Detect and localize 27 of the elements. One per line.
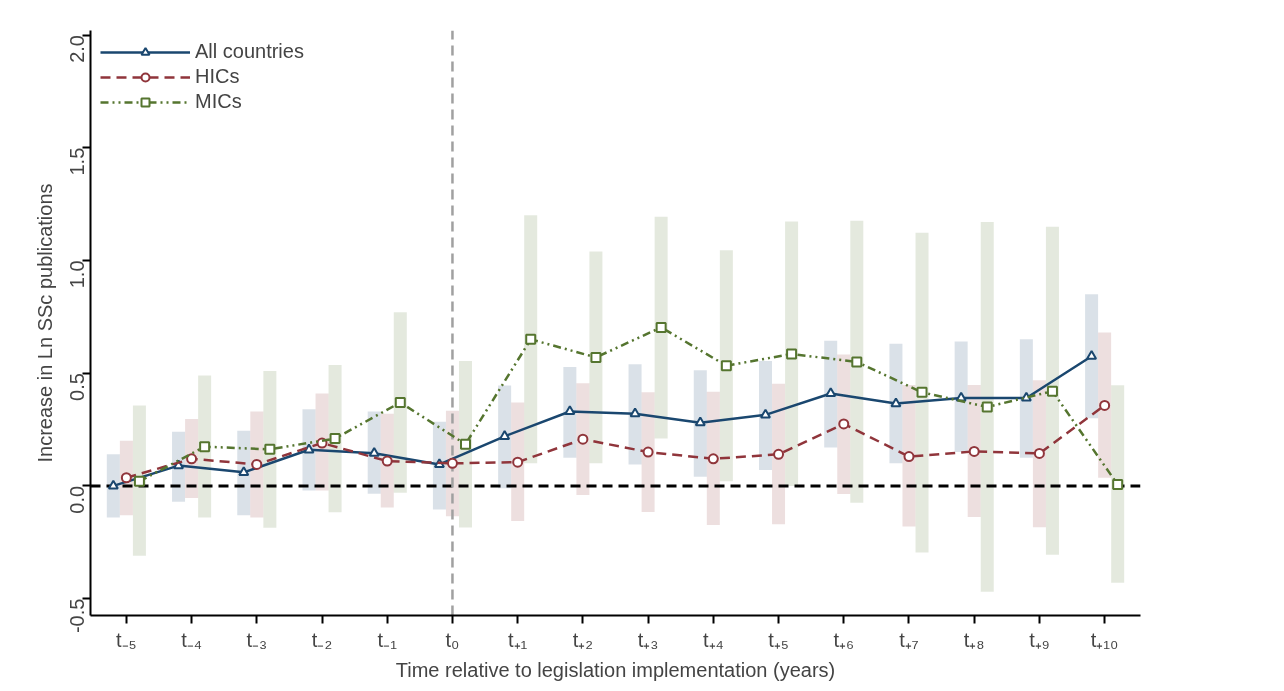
x-axis-title: Time relative to legislation implementation (years)	[395, 658, 836, 681]
x-tick-label: t₊₉	[1029, 628, 1050, 651]
x-tick-label: t₊₈	[963, 628, 985, 651]
y-axis-title: Increase in Ln SSc publications	[33, 183, 56, 463]
x-tick-label: t₊₇	[899, 628, 919, 651]
legend-label: All countries	[195, 40, 304, 63]
x-tick-label: t₋₃	[246, 628, 268, 651]
x-tick-label: t₋₅	[116, 628, 137, 651]
x-tick-label: t₋₂	[311, 628, 333, 651]
x-tick-label: t₊₁₀	[1090, 628, 1119, 651]
x-tick-label: t₊₄	[702, 628, 724, 651]
y-tick-label: -0.5	[66, 598, 89, 634]
x-tick-label: t₋₄	[181, 628, 202, 651]
legend-label: HICs	[195, 65, 240, 88]
y-tick-label: 2.0	[66, 35, 89, 63]
x-tick-label: t₊₅	[768, 628, 789, 651]
y-tick-label: 0.0	[66, 485, 89, 514]
y-tick-label: 1.0	[66, 260, 89, 289]
x-tick-label: t₊₂	[572, 628, 594, 651]
x-tick-label: t₀	[445, 628, 460, 651]
x-tick-label: t₊₃	[637, 628, 659, 651]
x-tick-label: t₋₁	[377, 628, 398, 651]
x-tick-label: t₊₆	[833, 628, 855, 651]
legend-label: MICs	[195, 90, 242, 113]
y-tick-label: 0.5	[66, 373, 89, 401]
x-tick-label: t₊₁	[508, 628, 528, 651]
y-tick-label: 1.5	[66, 147, 89, 176]
